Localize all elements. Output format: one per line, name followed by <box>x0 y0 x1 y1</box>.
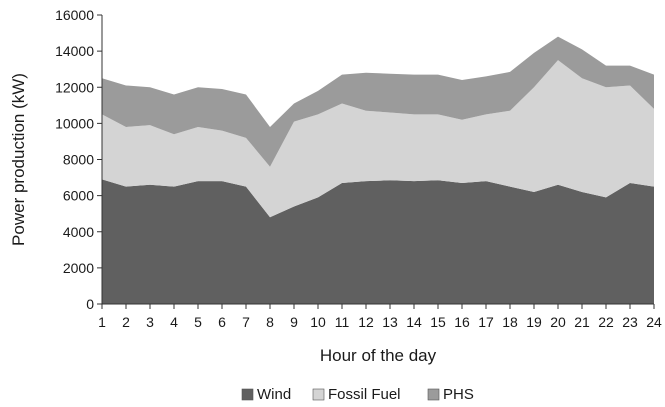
x-tick-label: 2 <box>122 314 130 330</box>
x-tick-label: 14 <box>406 314 422 330</box>
x-tick-label: 18 <box>502 314 518 330</box>
x-tick-label: 23 <box>622 314 638 330</box>
legend-label-fossil-fuel: Fossil Fuel <box>328 386 401 403</box>
x-tick-label: 4 <box>170 314 178 330</box>
y-tick-label: 0 <box>86 296 94 312</box>
y-tick-label: 2000 <box>63 260 94 276</box>
x-tick-label: 10 <box>310 314 326 330</box>
x-tick-label: 7 <box>242 314 250 330</box>
x-tick-label: 24 <box>646 314 662 330</box>
legend-swatch-phs <box>427 388 440 401</box>
x-axis-title: Hour of the day <box>320 346 437 365</box>
legend-label-phs: PHS <box>443 386 474 403</box>
area-layer <box>102 36 654 304</box>
y-axis-ticks: 0 2000 4000 6000 8000 10000 12000 14000 16000 <box>55 7 102 312</box>
x-tick-label: 20 <box>550 314 566 330</box>
legend-swatch-fossil-fuel <box>312 388 325 401</box>
area-phs <box>102 36 654 167</box>
area-wind <box>102 179 654 304</box>
x-tick-label: 9 <box>290 314 298 330</box>
y-tick-label: 12000 <box>55 79 94 95</box>
x-tick-label: 5 <box>194 314 202 330</box>
x-tick-label: 12 <box>358 314 374 330</box>
y-tick-label: 8000 <box>63 152 94 168</box>
y-tick-label: 14000 <box>55 43 94 59</box>
y-tick-label: 16000 <box>55 7 94 23</box>
legend-swatch-wind <box>241 388 254 401</box>
x-axis-ticks: 1 2 3 4 5 6 7 8 9 10 11 12 13 14 15 16 17 18 19 20 21 22 23 24 <box>98 304 662 330</box>
x-tick-label: 13 <box>382 314 398 330</box>
x-tick-label: 22 <box>598 314 614 330</box>
x-tick-label: 11 <box>335 314 350 330</box>
y-tick-label: 4000 <box>63 224 94 240</box>
legend: Wind Fossil Fuel PHS <box>241 386 474 403</box>
area-fossil-fuel <box>102 60 654 218</box>
y-tick-label: 10000 <box>55 115 94 131</box>
y-tick-label: 6000 <box>63 188 94 204</box>
y-axis-title: Power production (kW) <box>9 73 28 246</box>
x-tick-label: 6 <box>218 314 226 330</box>
x-tick-label: 3 <box>146 314 154 330</box>
legend-label-wind: Wind <box>257 386 291 403</box>
x-tick-label: 21 <box>574 314 590 330</box>
x-tick-label: 15 <box>430 314 446 330</box>
x-tick-label: 19 <box>526 314 542 330</box>
x-tick-label: 8 <box>266 314 274 330</box>
x-tick-label: 17 <box>478 314 494 330</box>
x-tick-label: 16 <box>454 314 470 330</box>
x-tick-label: 1 <box>98 314 106 330</box>
